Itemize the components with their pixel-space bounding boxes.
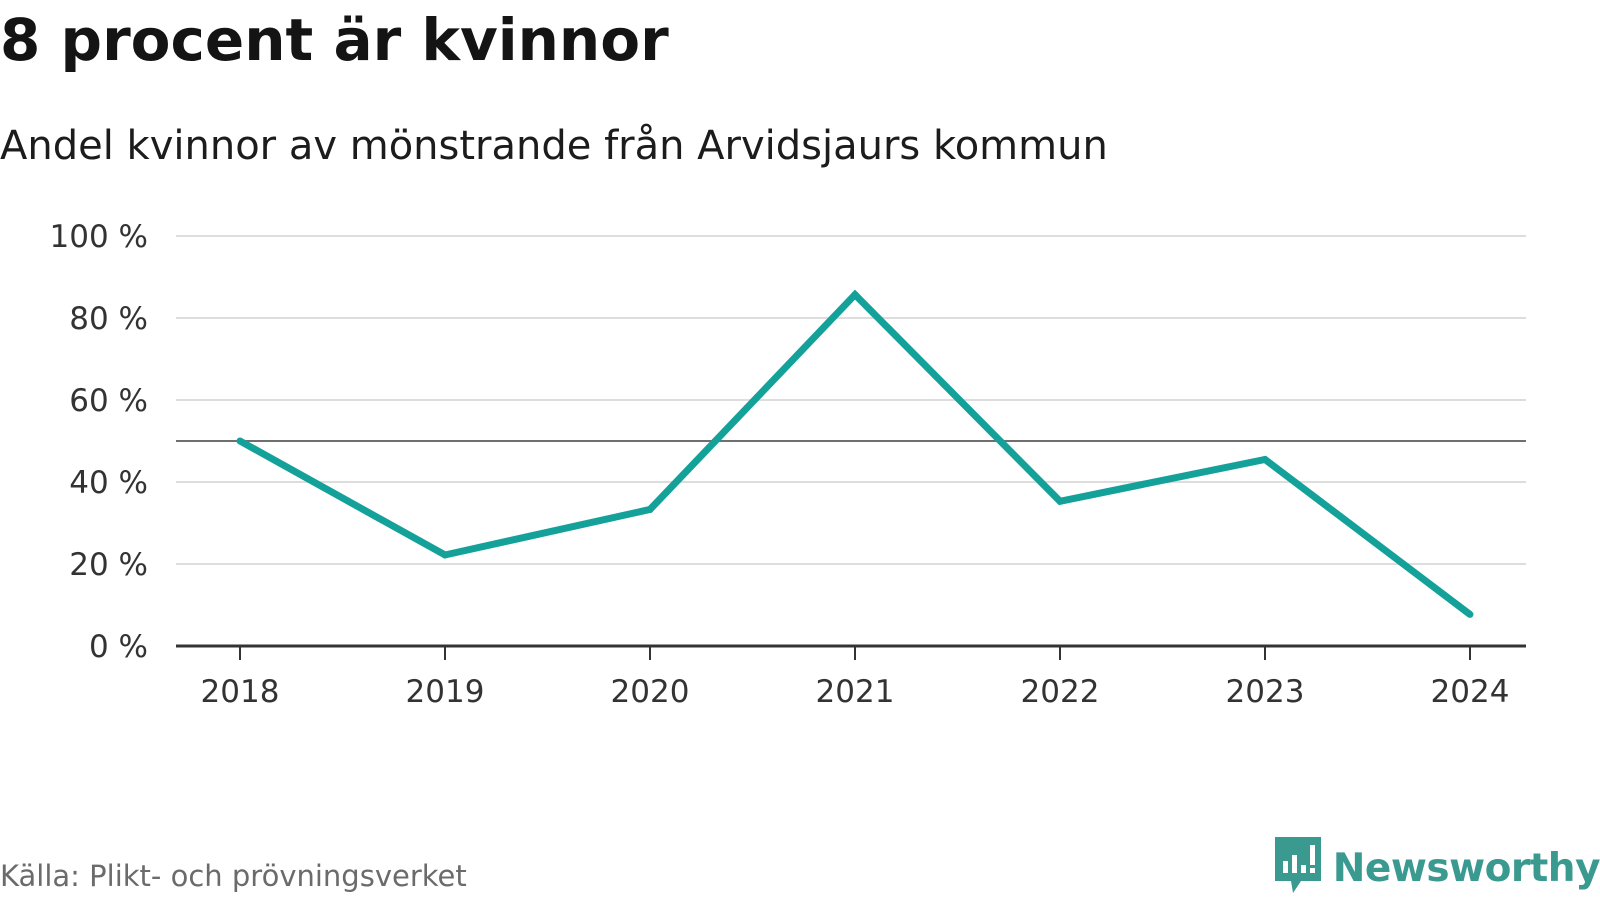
data-point (236, 437, 244, 445)
x-tick-label: 2021 (816, 674, 895, 710)
source-note: Källa: Plikt- och prövningsverket (0, 859, 467, 893)
x-tick-label: 2022 (1021, 674, 1100, 710)
x-tick-label: 2020 (611, 674, 690, 710)
y-tick-label: 60 % (69, 383, 148, 419)
chart-subtitle: Andel kvinnor av mönstrande från Arvidsj… (0, 123, 1108, 169)
x-tick-label: 2018 (201, 674, 280, 710)
data-point (441, 551, 449, 559)
y-axis-tick-labels: 0 % 20 % 40 % 60 % 80 % 100 % (50, 219, 148, 665)
y-tick-label: 20 % (69, 547, 148, 583)
x-tick-label: 2023 (1226, 674, 1305, 710)
series-layer (236, 289, 1474, 618)
series-line (238, 289, 1473, 618)
gridlines (176, 235, 1526, 565)
data-point (1261, 455, 1269, 463)
newsworthy-logo-icon (1273, 837, 1323, 899)
y-tick-label: 0 % (89, 629, 148, 665)
brand-name: Newsworthy (1332, 845, 1600, 891)
y-tick-label: 100 % (50, 219, 148, 255)
data-point (1466, 610, 1474, 618)
chart-title: 8 procent är kvinnor (0, 6, 669, 74)
data-point (646, 505, 654, 513)
x-axis-ticks (239, 646, 1471, 660)
x-tick-label: 2024 (1431, 674, 1510, 710)
data-point (1056, 497, 1064, 505)
y-tick-label: 80 % (69, 301, 148, 337)
data-point (851, 291, 859, 299)
x-axis-tick-labels: 2018 2019 2020 2021 2022 2023 2024 (201, 674, 1510, 710)
brand-logo: Newsworthy (1273, 837, 1600, 899)
x-tick-label: 2019 (406, 674, 485, 710)
y-tick-label: 40 % (69, 465, 148, 501)
